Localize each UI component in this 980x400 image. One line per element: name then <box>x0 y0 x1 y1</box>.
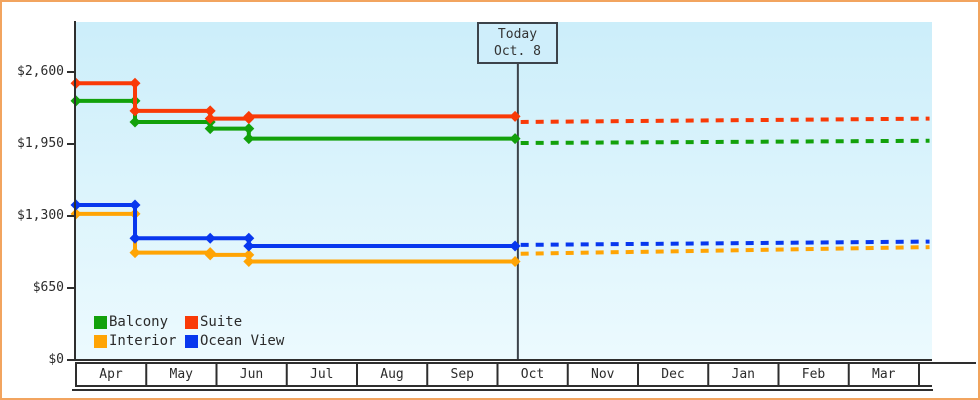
legend-item-suite: Suite <box>185 315 242 330</box>
x-tick-label-aug: Aug <box>380 367 404 382</box>
x-tick-label-oct: Oct <box>520 367 545 382</box>
x-tick-label-dec: Dec <box>661 367 685 382</box>
today-marker-box: Today Oct. 8 <box>477 22 558 64</box>
today-marker-line2: Oct. 8 <box>494 44 541 59</box>
legend-label-balcony: Balcony <box>109 314 169 330</box>
x-tick-label-jun: Jun <box>239 367 264 382</box>
x-tick-label-sep: Sep <box>450 367 474 382</box>
x-tick-label-jul: Jul <box>310 367 334 382</box>
x-tick-label-may: May <box>169 367 193 382</box>
balcony-color-swatch <box>94 316 107 329</box>
ocean-view-color-swatch <box>185 335 198 348</box>
y-tick-label-0: $0 <box>48 352 64 367</box>
legend-item-interior: Interior <box>94 334 176 349</box>
y-tick-label-1950: $1,950 <box>17 136 64 151</box>
legend-label-ocean-view: Ocean View <box>200 333 285 349</box>
interior-color-swatch <box>94 335 107 348</box>
legend-label-interior: Interior <box>109 333 177 349</box>
y-tick-label-650: $650 <box>32 280 64 295</box>
suite-color-swatch <box>185 316 198 329</box>
x-tick-label-nov: Nov <box>591 367 615 382</box>
x-tick-label-feb: Feb <box>801 367 826 382</box>
x-tick-label-apr: Apr <box>99 367 123 382</box>
x-tick-label-mar: Mar <box>872 367 896 382</box>
legend-item-balcony: Balcony <box>94 315 168 330</box>
today-marker-line1: Today <box>497 27 538 42</box>
legend-item-ocean-view: Ocean View <box>185 334 284 349</box>
legend-label-suite: Suite <box>200 314 243 330</box>
y-tick-label-2600: $2,600 <box>17 64 64 79</box>
x-tick-label-jan: Jan <box>731 367 755 382</box>
y-tick-label-1300: $1,300 <box>17 208 64 223</box>
